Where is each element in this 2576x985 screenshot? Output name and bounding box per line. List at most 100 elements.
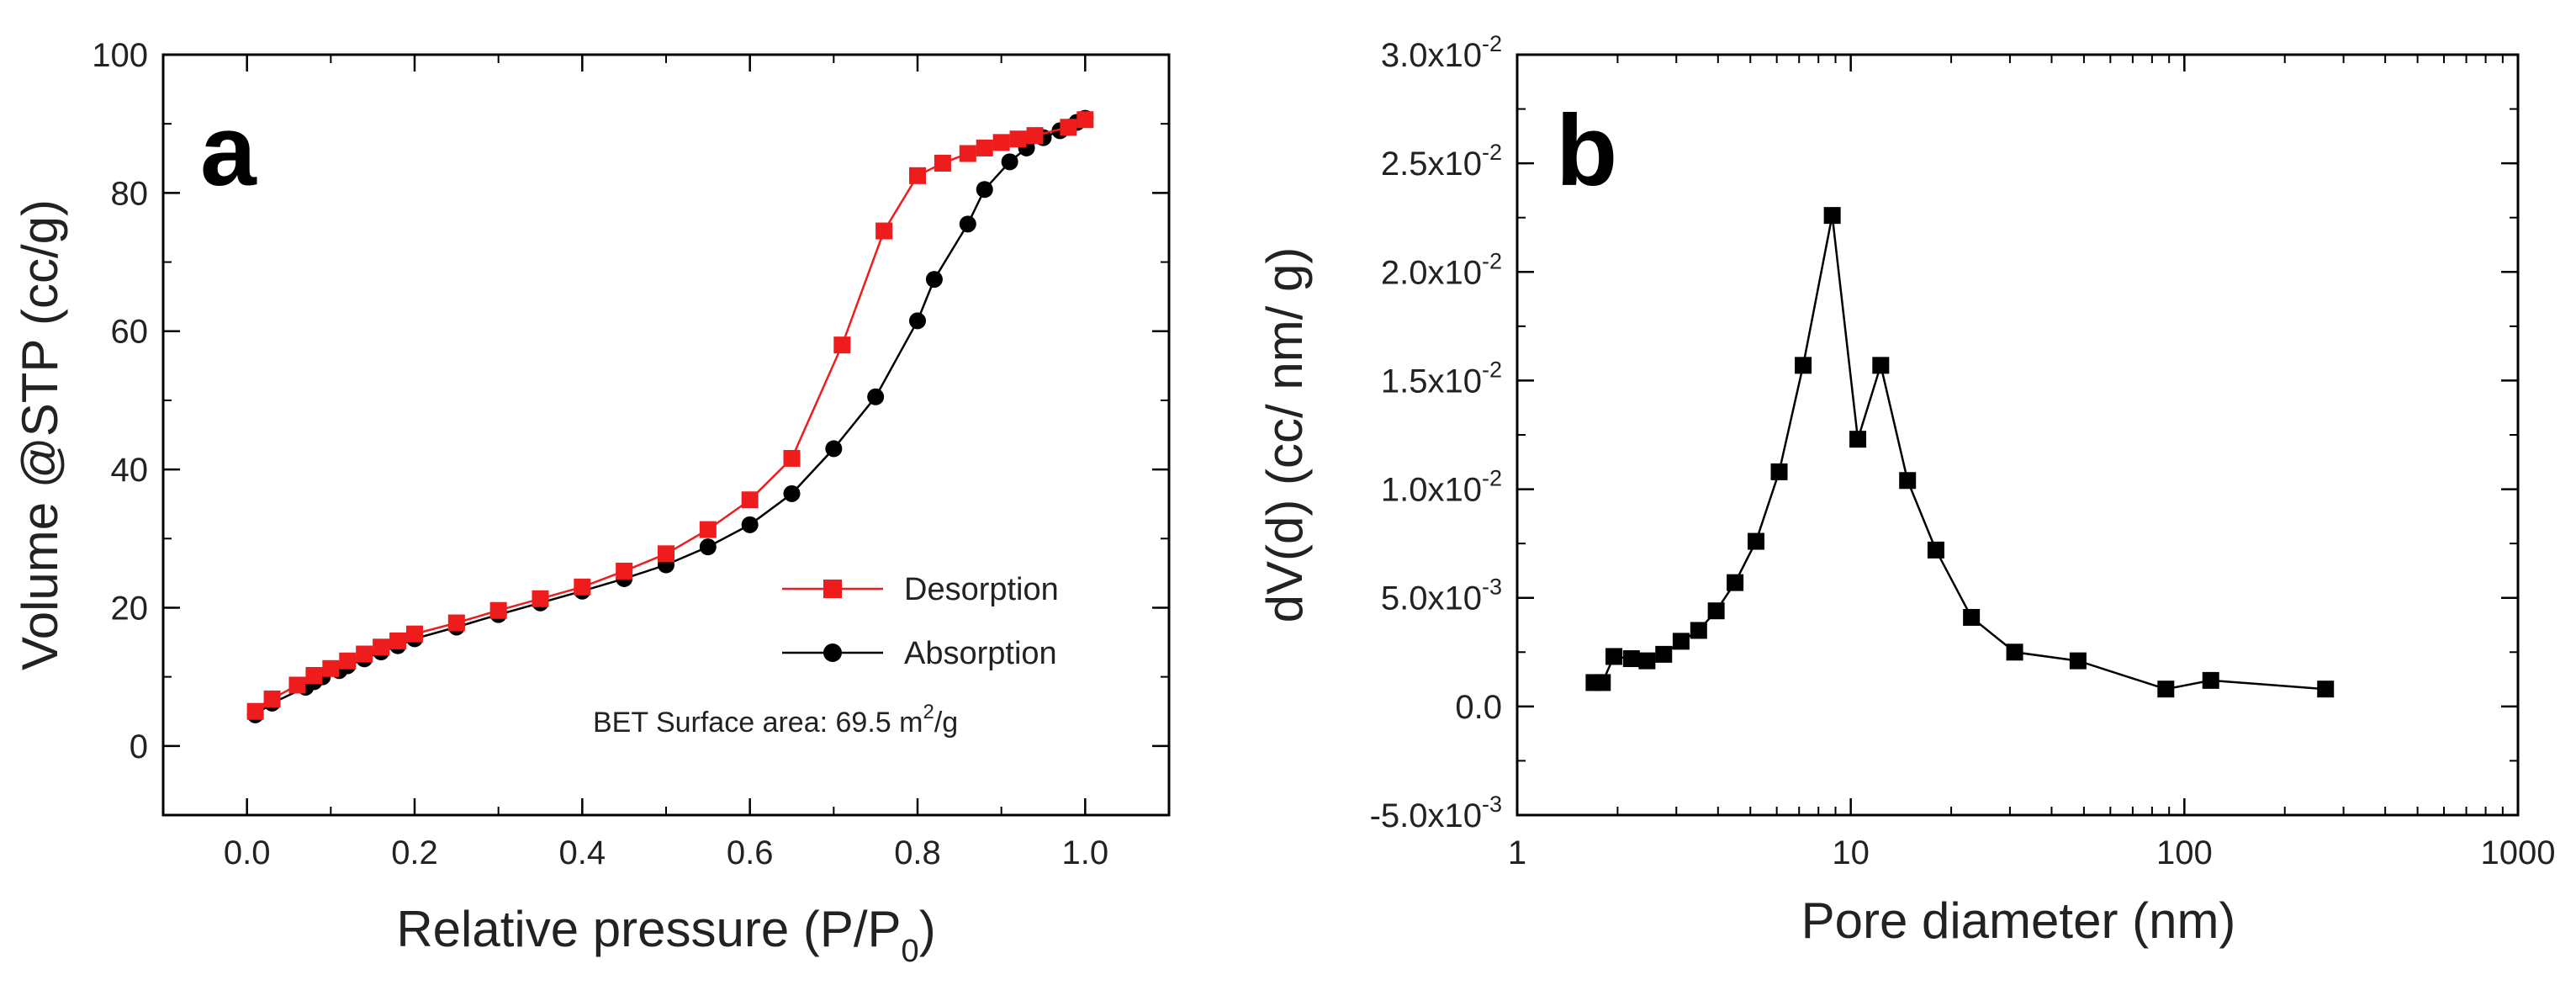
data-point-pore-distribution bbox=[1605, 648, 1623, 665]
data-point-pore-distribution bbox=[2202, 671, 2219, 689]
panel-a-y-tick-label: 80 bbox=[111, 175, 149, 212]
data-point-desorption bbox=[699, 521, 717, 538]
data-point-desorption bbox=[322, 659, 340, 677]
data-point-pore-distribution bbox=[1872, 357, 1890, 374]
panel-a-series bbox=[246, 109, 1094, 723]
series-line-pore-distribution bbox=[1594, 214, 2326, 691]
panel-b-plot-frame bbox=[1515, 53, 2520, 817]
legend-marker-absorption bbox=[823, 643, 842, 662]
data-point-absorption bbox=[909, 312, 926, 330]
data-point-desorption bbox=[1060, 119, 1077, 136]
panel-b-y-tick-label: 1.0x10-2 bbox=[1381, 466, 1502, 509]
panel-b-pore-distribution-chart: 1 10 100 1000 -5.0x10-30.05.0x10-31.0x10-21… bbox=[1256, 31, 2555, 949]
data-point-pore-distribution bbox=[2317, 680, 2335, 698]
panel-a-x-tick-label: 0.8 bbox=[894, 834, 941, 871]
data-point-pore-distribution bbox=[1690, 622, 1707, 639]
data-point-desorption bbox=[934, 155, 951, 172]
data-point-absorption bbox=[699, 538, 717, 556]
panel-b-x-tick-label: 1 bbox=[1508, 834, 1526, 871]
panel-a-y-tick-label: 20 bbox=[111, 590, 149, 627]
bet-annotation-sup: 2 bbox=[923, 701, 934, 723]
panel-b-x-ticks: 1 10 100 1000 bbox=[1508, 55, 2555, 871]
panel-b-y-axis-title: dV(d) (cc/ nm/ g) bbox=[1256, 247, 1313, 623]
panel-a-plot-frame bbox=[161, 53, 1171, 817]
data-point-pore-distribution bbox=[1899, 472, 1917, 490]
data-point-desorption bbox=[1076, 111, 1094, 129]
data-point-pore-distribution bbox=[1795, 357, 1812, 374]
data-point-desorption bbox=[288, 676, 306, 694]
data-point-pore-distribution bbox=[1638, 652, 1656, 670]
panel-a-letter: a bbox=[200, 94, 257, 207]
data-point-absorption bbox=[925, 271, 943, 289]
data-point-desorption bbox=[992, 134, 1010, 151]
data-point-absorption bbox=[1001, 153, 1018, 171]
data-point-desorption bbox=[305, 666, 323, 684]
data-point-absorption bbox=[825, 440, 843, 458]
data-point-pore-distribution bbox=[1672, 633, 1690, 650]
data-point-desorption bbox=[1009, 130, 1027, 148]
panel-b-y-ticks: -5.0x10-3 0.0 5.0x10-3 1.0x10-2 1.5x10-2 2.0x… bbox=[1370, 31, 2518, 834]
data-point-pore-distribution bbox=[1707, 602, 1725, 620]
data-point-pore-distribution bbox=[2069, 652, 2087, 670]
series-line-desorption bbox=[254, 119, 1086, 712]
data-point-pore-distribution bbox=[1927, 541, 1944, 559]
data-point-desorption bbox=[741, 491, 759, 509]
panel-b-y-tick-label: 1.5x10-2 bbox=[1381, 357, 1502, 400]
legend-label-absorption: Absorption bbox=[904, 636, 1057, 671]
data-point-desorption bbox=[356, 645, 373, 663]
panel-b-y-tick-label: 2.0x10-2 bbox=[1381, 248, 1502, 291]
data-point-desorption bbox=[574, 578, 591, 596]
data-point-desorption bbox=[373, 638, 390, 656]
data-point-desorption bbox=[616, 562, 633, 580]
panel-a-y-axis-title: Volume @STP (cc/g) bbox=[12, 199, 68, 670]
data-point-desorption bbox=[389, 632, 407, 649]
series-line-absorption bbox=[254, 117, 1086, 716]
panel-b-y-tick-label: 2.5x10-2 bbox=[1381, 140, 1502, 183]
bet-surface-area-annotation: BET Surface area: 69.5 m2/g bbox=[593, 701, 958, 739]
panel-a-x-tick-label: 0.4 bbox=[559, 834, 606, 871]
data-point-pore-distribution bbox=[1748, 532, 1765, 550]
panel-a-x-ticks: 0.0 0.2 0.4 0.6 0.8 1.0 bbox=[162, 55, 1170, 871]
panel-a-xlabel-sub: 0 bbox=[902, 934, 919, 969]
data-point-pore-distribution bbox=[1849, 431, 1867, 448]
panel-a-y-tick-label: 0 bbox=[130, 728, 148, 765]
panel-a-y-tick-label: 40 bbox=[111, 452, 149, 489]
panel-a-legend: Desorption Absorption bbox=[782, 572, 1059, 671]
data-point-pore-distribution bbox=[1770, 463, 1788, 480]
data-point-desorption bbox=[909, 167, 926, 184]
data-point-desorption bbox=[783, 449, 801, 467]
panel-b-series bbox=[1585, 207, 2335, 698]
data-point-desorption bbox=[246, 702, 264, 720]
data-point-absorption bbox=[959, 215, 976, 233]
panel-a-x-axis-title: Relative pressure (P/P0) bbox=[396, 901, 935, 969]
data-point-desorption bbox=[447, 614, 465, 632]
bet-annotation-text: BET Surface area: 69.5 m bbox=[593, 707, 923, 739]
data-point-desorption bbox=[658, 545, 674, 563]
data-point-pore-distribution bbox=[1963, 608, 1981, 626]
legend-marker-desorption bbox=[823, 580, 842, 598]
panel-b-y-tick-label: -5.0x10-3 bbox=[1370, 792, 1502, 834]
panel-a-xlabel-end: ) bbox=[919, 901, 936, 957]
panel-b-y-tick-label: 0.0 bbox=[1455, 689, 1502, 726]
data-point-desorption bbox=[339, 652, 357, 670]
panel-a-y-tick-label: 100 bbox=[92, 37, 148, 74]
panel-b-y-tick-label: 3.0x10-2 bbox=[1381, 31, 1502, 74]
data-point-desorption bbox=[976, 139, 993, 156]
data-point-pore-distribution bbox=[2006, 643, 2023, 661]
panel-a-xlabel-main: Relative pressure (P/P bbox=[396, 901, 901, 957]
legend-label-desorption: Desorption bbox=[904, 572, 1059, 607]
data-point-pore-distribution bbox=[2157, 680, 2175, 698]
panel-a-x-tick-label: 0.0 bbox=[224, 834, 271, 871]
data-point-absorption bbox=[783, 485, 801, 502]
data-point-pore-distribution bbox=[1622, 650, 1640, 668]
data-point-desorption bbox=[833, 336, 851, 354]
panel-a-y-ticks: 0 20 40 60 80 100 bbox=[92, 37, 1169, 816]
data-point-absorption bbox=[976, 181, 993, 199]
data-point-desorption bbox=[959, 145, 976, 162]
data-point-desorption bbox=[1026, 127, 1044, 145]
data-point-pore-distribution bbox=[1594, 674, 1611, 691]
panel-a-y-tick-label: 60 bbox=[111, 314, 149, 351]
panel-b-letter: b bbox=[1556, 94, 1617, 207]
